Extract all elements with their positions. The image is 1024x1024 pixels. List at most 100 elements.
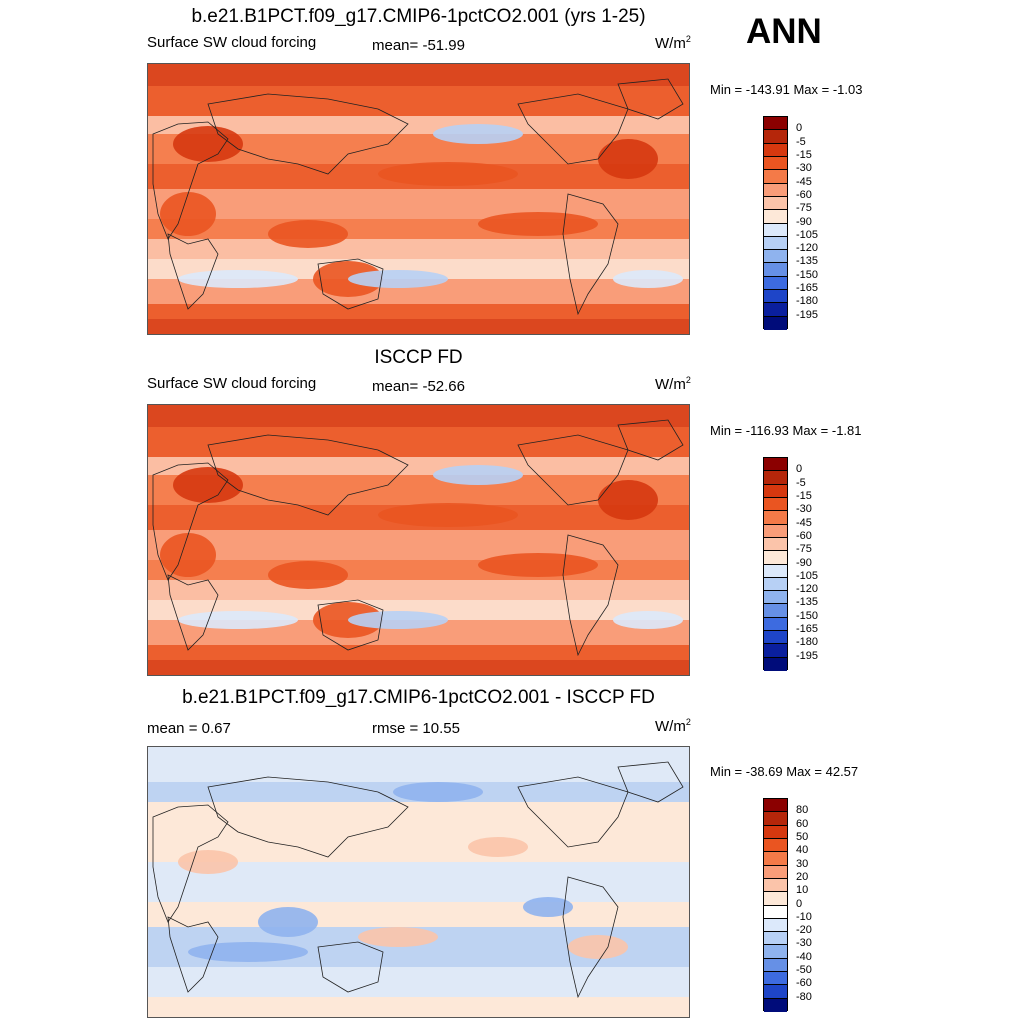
colorbar-swatch [764,812,787,826]
colorbar-tick-label: -5 [796,135,806,148]
panel-3-map [147,746,690,1018]
colorbar-swatch [764,537,787,552]
panel-2-colorbar [763,457,788,671]
colorbar-tick-label: 0 [796,897,803,910]
colorbar-swatch [764,945,787,959]
colorbar-tick-label: -90 [796,556,812,569]
colorbar-tick-label: -165 [796,282,819,295]
panel-1-minmax: Min = -143.91 Max = -1.03 [710,82,863,97]
panel-2-minmax: Min = -116.93 Max = -1.81 [710,423,862,438]
colorbar-swatch [764,825,787,839]
colorbar-swatch [764,878,787,893]
colorbar-tick-label: -150 [796,609,819,622]
colorbar-tick-label: -40 [796,950,812,963]
colorbar-swatch [764,303,787,317]
colorbar-tick-label: -180 [796,636,819,649]
panel-2-variable-label: Surface SW cloud forcing [147,375,317,392]
colorbar-swatch [764,577,787,592]
panel-1-units: W/m2 [655,34,691,52]
colorbar-tick-label: -15 [796,148,812,161]
colorbar-swatch [764,524,787,538]
panel-1-colorbar [763,116,788,330]
colorbar-swatch [764,236,787,251]
panel-3-minmax: Min = -38.69 Max = 42.57 [710,764,859,779]
colorbar-tick-label: -30 [796,503,812,516]
colorbar-swatch [764,170,787,184]
colorbar-swatch [764,484,787,498]
panel-3-title: b.e21.B1PCT.f09_g17.CMIP6-1pctCO2.001 - … [182,687,655,708]
colorbar-swatch [764,852,787,866]
colorbar-swatch [764,316,787,330]
colorbar-tick-label: -50 [796,964,812,977]
colorbar-swatch [764,972,787,986]
colorbar-swatch [764,591,787,605]
colorbar-tick-label: -30 [796,162,812,175]
colorbar-swatch [764,223,787,237]
colorbar-swatch [764,865,787,879]
colorbar-tick-label: -105 [796,228,819,241]
colorbar-swatch [764,617,787,632]
colorbar-tick-label: -120 [796,583,819,596]
colorbar-tick-label: 0 [796,122,803,135]
colorbar-tick-label: -195 [796,649,819,662]
colorbar-swatch [764,799,787,813]
colorbar-swatch [764,918,787,933]
colorbar-swatch [764,905,787,919]
colorbar-tick-label: 20 [796,870,809,883]
panel-3-colorbar [763,798,788,1012]
colorbar-tick-label: -10 [796,910,812,923]
colorbar-tick-label: -180 [796,295,819,308]
colorbar-swatch [764,263,787,277]
colorbar-swatch [764,196,787,211]
colorbar-tick-label: -120 [796,242,819,255]
colorbar-tick-label: -80 [796,990,812,1003]
panel-3-map-field [148,747,689,1017]
colorbar-tick-label: -30 [796,937,812,950]
colorbar-swatch [764,117,787,131]
colorbar-tick-label: -75 [796,543,812,556]
colorbar-tick-label: -60 [796,188,812,201]
colorbar-swatch [764,932,787,946]
colorbar-swatch [764,250,787,264]
colorbar-swatch [764,551,787,565]
panel-2-title: ISCCP FD [374,347,463,368]
colorbar-swatch [764,644,787,658]
panel-1-map-field [148,64,689,334]
colorbar-tick-label: -195 [796,308,819,321]
panel-3-units: W/m2 [655,717,691,735]
colorbar-swatch [764,511,787,525]
colorbar-swatch [764,183,787,197]
season-label: ANN [746,12,822,51]
panel-1-variable-label: Surface SW cloud forcing [147,34,317,51]
colorbar-tick-label: -75 [796,202,812,215]
colorbar-tick-label: -15 [796,489,812,502]
colorbar-tick-label: 30 [796,857,809,870]
panel-1-title: b.e21.B1PCT.f09_g17.CMIP6-1pctCO2.001 (y… [191,6,646,27]
colorbar-tick-label: -60 [796,977,812,990]
colorbar-tick-label: 10 [796,884,809,897]
colorbar-tick-label: -60 [796,529,812,542]
colorbar-swatch [764,156,787,171]
colorbar-tick-label: -90 [796,215,812,228]
colorbar-swatch [764,838,787,853]
panel-1-mean-label: mean= -51.99 [372,37,465,54]
colorbar-tick-label: 40 [796,844,809,857]
colorbar-swatch [764,892,787,906]
colorbar-tick-label: -165 [796,623,819,636]
colorbar-tick-label: -5 [796,476,806,489]
colorbar-swatch [764,631,787,645]
panel-2-mean-label: mean= -52.66 [372,378,465,395]
colorbar-swatch [764,998,787,1012]
panel-2-map-field [148,405,689,675]
colorbar-tick-label: 60 [796,817,809,830]
colorbar-swatch [764,657,787,671]
colorbar-swatch [764,985,787,999]
panel-2-units: W/m2 [655,375,691,393]
colorbar-tick-label: 0 [796,463,803,476]
colorbar-tick-label: -135 [796,255,819,268]
colorbar-swatch [764,458,787,472]
colorbar-swatch [764,276,787,291]
colorbar-swatch [764,471,787,485]
colorbar-swatch [764,564,787,578]
colorbar-tick-label: -20 [796,924,812,937]
